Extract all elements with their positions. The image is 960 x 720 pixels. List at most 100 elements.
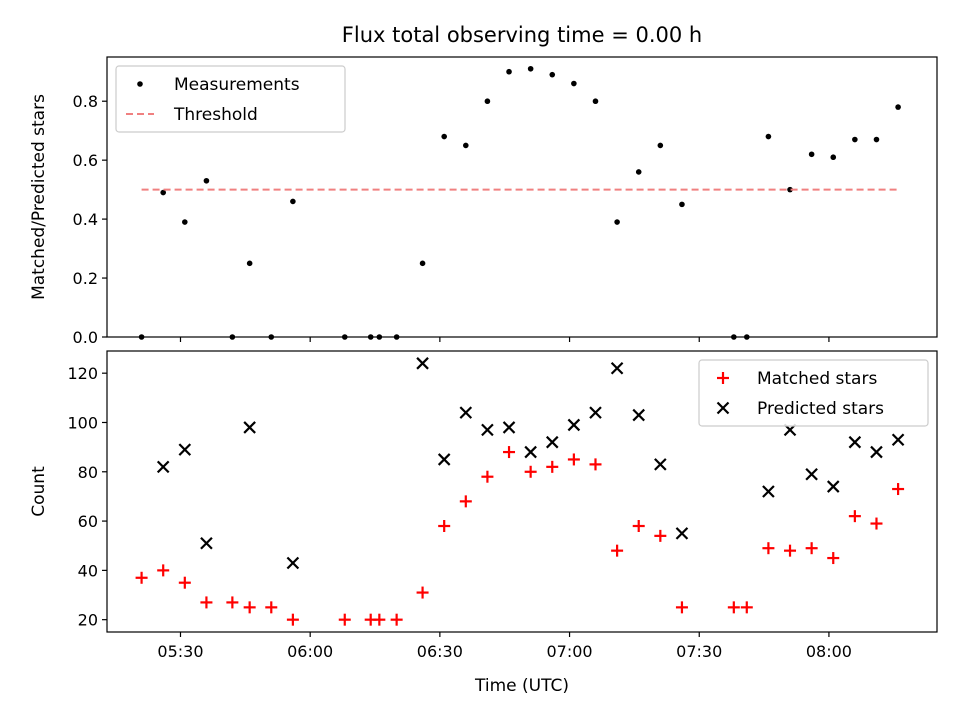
data-point xyxy=(416,586,429,599)
data-point xyxy=(589,458,602,471)
legend: Matched stars Predicted stars xyxy=(698,359,929,427)
data-point xyxy=(549,71,556,78)
legend: Measurements Threshold xyxy=(115,65,346,133)
count-panel: 20 40 60 80 100 120 05:30 06:00 06:30 07:00 07:30 0… xyxy=(29,350,938,661)
data-point xyxy=(138,334,145,340)
data-point xyxy=(437,453,451,466)
y-tick-label: 60 xyxy=(78,512,98,531)
data-point xyxy=(200,536,213,550)
data-point xyxy=(892,483,905,496)
x-tick-label: 06:00 xyxy=(287,642,333,661)
legend-box xyxy=(115,65,346,133)
data-point xyxy=(679,201,685,208)
plot-frame xyxy=(106,350,938,633)
data-point xyxy=(567,453,580,466)
data-point xyxy=(827,552,840,565)
data-point xyxy=(178,443,192,456)
data-point xyxy=(848,510,861,523)
data-point xyxy=(610,361,624,375)
y-tick-label: 0.0 xyxy=(73,328,98,347)
y-tick-label: 100 xyxy=(67,413,98,432)
data-point xyxy=(657,142,664,149)
data-point xyxy=(592,98,599,105)
x-tick-label: 07:30 xyxy=(676,642,722,661)
data-point xyxy=(229,334,236,340)
data-point xyxy=(527,65,534,72)
data-point xyxy=(481,423,494,437)
data-point xyxy=(390,613,403,626)
data-point xyxy=(740,601,753,614)
data-point xyxy=(826,480,840,493)
data-point xyxy=(203,177,210,184)
data-point xyxy=(805,467,818,481)
data-point xyxy=(524,465,537,478)
data-point xyxy=(373,613,386,626)
data-point xyxy=(727,601,740,614)
data-point xyxy=(632,408,645,422)
x-tick-label: 08:00 xyxy=(806,642,852,661)
chart-title: Flux total observing time = 0.00 h xyxy=(342,23,702,47)
data-point xyxy=(135,571,148,584)
data-point xyxy=(848,435,862,449)
legend-label: Predicted stars xyxy=(757,399,884,419)
data-point xyxy=(571,80,577,87)
data-point xyxy=(545,435,559,449)
y-tick-label: 80 xyxy=(78,463,98,482)
data-point xyxy=(567,418,581,432)
data-point xyxy=(762,542,775,555)
data-point xyxy=(341,334,348,340)
data-point xyxy=(589,406,602,419)
y-tick-label: 120 xyxy=(67,364,98,383)
data-point xyxy=(614,219,620,225)
legend-box xyxy=(698,359,929,427)
data-point xyxy=(286,556,300,570)
data-point xyxy=(463,142,469,149)
data-point xyxy=(762,485,775,498)
data-point xyxy=(419,260,426,267)
legend-label: Threshold xyxy=(173,105,258,125)
legend-label: Matched stars xyxy=(757,369,877,389)
data-point xyxy=(524,445,537,459)
data-point xyxy=(675,527,689,540)
series-matched-stars xyxy=(135,446,905,626)
data-point xyxy=(459,495,472,508)
y-tick-label: 0.4 xyxy=(73,210,98,229)
data-point xyxy=(441,133,447,140)
data-point xyxy=(338,613,351,626)
data-point xyxy=(438,520,451,533)
data-point xyxy=(787,186,793,193)
ratio-panel: 0.0 0.2 0.4 0.6 0.8 Matched/Predicted stars Me… xyxy=(29,56,938,347)
data-point xyxy=(481,470,494,483)
data-point xyxy=(178,576,191,589)
data-point xyxy=(243,421,256,434)
data-point xyxy=(246,260,253,267)
x-tick-label: 06:30 xyxy=(417,642,463,661)
x-tick-label: 07:00 xyxy=(546,642,592,661)
data-point xyxy=(852,136,858,143)
data-point xyxy=(895,104,901,110)
data-point xyxy=(808,151,815,158)
y-tick-label: 20 xyxy=(78,611,98,630)
data-point xyxy=(873,136,880,143)
data-point xyxy=(156,460,170,474)
y-tick-label: 0.8 xyxy=(73,92,98,111)
data-point xyxy=(654,458,667,471)
data-point xyxy=(226,596,239,609)
series-measurements xyxy=(138,65,901,340)
legend-marker xyxy=(717,372,729,384)
data-point xyxy=(265,601,278,614)
data-point xyxy=(830,154,837,161)
data-point xyxy=(459,406,473,419)
data-point xyxy=(784,544,797,557)
data-point xyxy=(182,219,188,225)
data-point xyxy=(506,68,512,75)
data-point xyxy=(502,421,516,434)
data-point xyxy=(870,445,883,459)
data-point xyxy=(675,601,688,614)
data-point xyxy=(160,189,166,196)
series-predicted-stars xyxy=(156,357,905,570)
legend-label: Measurements xyxy=(174,75,300,95)
data-point xyxy=(743,334,750,340)
data-point xyxy=(805,542,818,555)
